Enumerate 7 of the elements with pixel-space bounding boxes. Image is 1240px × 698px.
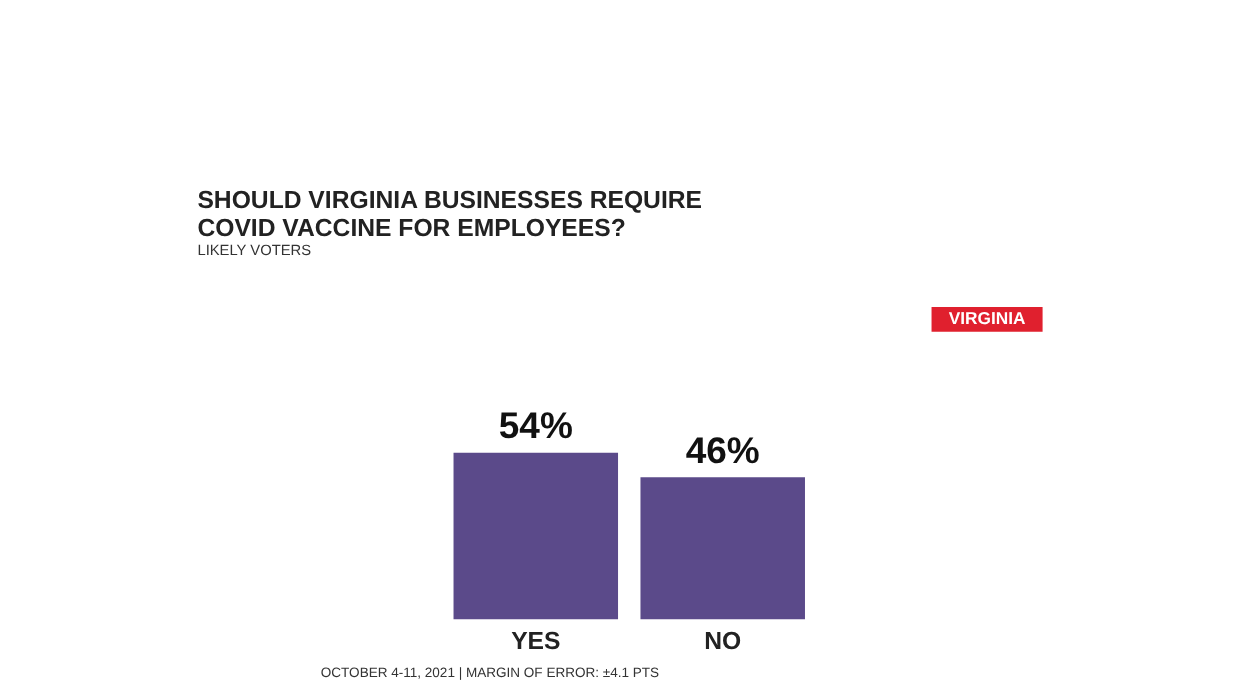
text: COVID VACCINE FOR EMPLOYEES? bbox=[197, 213, 626, 242]
text: VIRGINIA bbox=[948, 308, 1026, 329]
x-tick-label: YES bbox=[511, 627, 561, 656]
data-label: 46% bbox=[685, 428, 760, 471]
text: SHOULD VIRGINIA BUSINESSES REQUIRE bbox=[197, 186, 703, 215]
x-tick-label: NO bbox=[704, 627, 743, 656]
data-label: 54% bbox=[498, 403, 573, 446]
